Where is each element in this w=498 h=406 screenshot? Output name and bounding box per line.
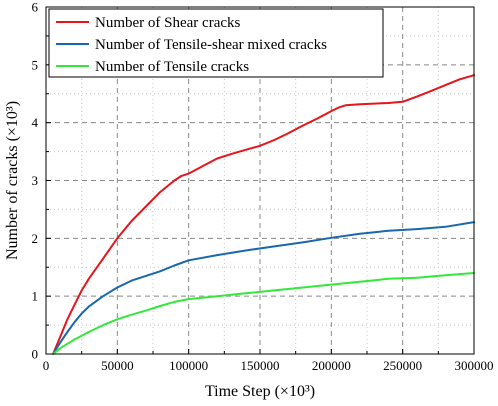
legend-item-shear: Number of Shear cracks xyxy=(56,15,241,31)
y-tick-label: 1 xyxy=(32,289,39,304)
x-tick-label: 150000 xyxy=(241,358,280,373)
legend-item-tensile: Number of Tensile cracks xyxy=(56,59,249,75)
y-tick-label: 6 xyxy=(32,0,39,15)
series-line-mixed xyxy=(52,221,475,355)
axis-ticks xyxy=(45,6,475,355)
x-tick-label: 300000 xyxy=(455,358,494,373)
x-axis-title: Time Step (×10³) xyxy=(205,383,315,400)
y-tick-label: 0 xyxy=(32,347,39,362)
x-tick-label: 100000 xyxy=(169,358,208,373)
x-tick-label: 0 xyxy=(43,358,50,373)
legend: Number of Shear cracks Number of Tensile… xyxy=(48,8,384,78)
tick-labels: 0 50000 100000 150000 200000 250000 300000 0 1 2 3… xyxy=(32,0,494,373)
x-tick-label: 250000 xyxy=(383,358,422,373)
series-line-tensile xyxy=(52,272,475,355)
y-tick-label: 4 xyxy=(32,115,39,130)
series-layer xyxy=(52,74,475,355)
y-tick-label: 2 xyxy=(32,231,39,246)
series-line-shear xyxy=(52,74,475,355)
y-tick-label: 5 xyxy=(32,57,39,72)
legend-label-tensile: Number of Tensile cracks xyxy=(95,59,249,75)
x-tick-label: 50000 xyxy=(101,358,134,373)
y-tick-label: 3 xyxy=(32,173,39,188)
legend-item-mixed: Number of Tensile-shear mixed cracks xyxy=(56,37,327,53)
legend-label-mixed: Number of Tensile-shear mixed cracks xyxy=(95,37,327,53)
legend-label-shear: Number of Shear cracks xyxy=(95,15,241,31)
y-axis-title: Number of cracks (×10³) xyxy=(4,101,21,260)
x-tick-label: 200000 xyxy=(312,358,351,373)
legend-box xyxy=(48,8,384,78)
